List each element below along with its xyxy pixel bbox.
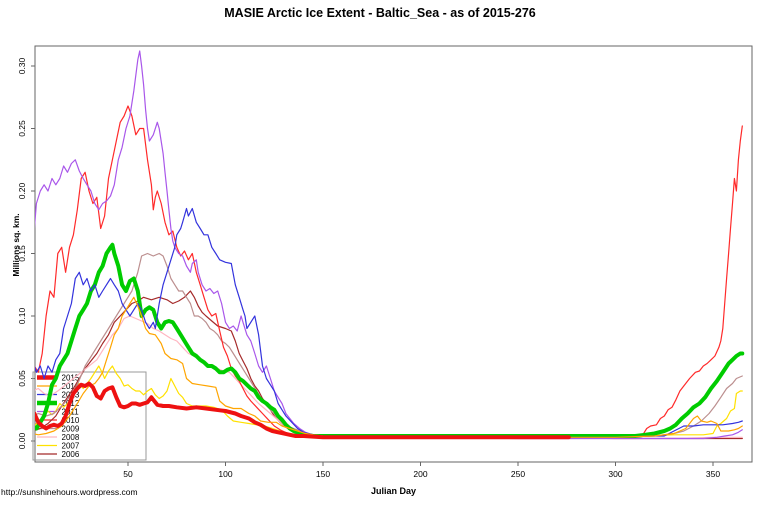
x-tick-label: 250 bbox=[511, 469, 525, 479]
series-line-2011 bbox=[35, 50, 743, 440]
legend-label-2010: 2010 bbox=[62, 416, 80, 425]
legend-label-2008: 2008 bbox=[62, 433, 80, 442]
x-tick-label: 300 bbox=[608, 469, 622, 479]
x-tick-label: 50 bbox=[123, 469, 133, 479]
y-tick-label: 0.15 bbox=[17, 245, 27, 262]
series-line-2010 bbox=[35, 105, 743, 438]
y-tick-label: 0.00 bbox=[17, 432, 27, 449]
x-axis-label: Julian Day bbox=[370, 486, 417, 496]
legend-label-2011: 2011 bbox=[62, 407, 80, 416]
series-group bbox=[35, 50, 745, 440]
x-tick-label: 150 bbox=[316, 469, 330, 479]
chart-title: MASIE Arctic Ice Extent - Baltic_Sea - a… bbox=[224, 6, 536, 20]
series-line-2008 bbox=[35, 315, 743, 440]
y-tick-label: 0.25 bbox=[17, 120, 27, 137]
legend-label-2007: 2007 bbox=[62, 441, 80, 450]
series-line-2006 bbox=[35, 290, 743, 440]
x-tick-label: 200 bbox=[413, 469, 427, 479]
x-tick-label: 100 bbox=[218, 469, 232, 479]
series-line-2009 bbox=[35, 252, 743, 438]
series-line-2014 bbox=[35, 296, 743, 438]
series-line-2015 bbox=[35, 381, 571, 440]
legend-box bbox=[32, 371, 147, 461]
series-line-2012 bbox=[35, 242, 745, 438]
y-tick-label: 0.10 bbox=[17, 307, 27, 324]
legend-label-2015: 2015 bbox=[62, 373, 80, 382]
plot-border bbox=[34, 45, 753, 463]
x-tick-label: 350 bbox=[706, 469, 720, 479]
series-line-2007 bbox=[35, 365, 743, 438]
watermark-link: http://sunshinehours.wordpress.com bbox=[1, 487, 138, 497]
y-tick-label: 0.05 bbox=[17, 370, 27, 387]
legend-label-2009: 2009 bbox=[62, 424, 80, 433]
y-tick-label: 0.30 bbox=[17, 57, 27, 74]
y-axis-label: Millions sq. km. bbox=[11, 213, 21, 277]
legend-label-2006: 2006 bbox=[62, 450, 80, 459]
y-tick-label: 0.20 bbox=[17, 182, 27, 199]
legend-label-2014: 2014 bbox=[62, 382, 80, 391]
